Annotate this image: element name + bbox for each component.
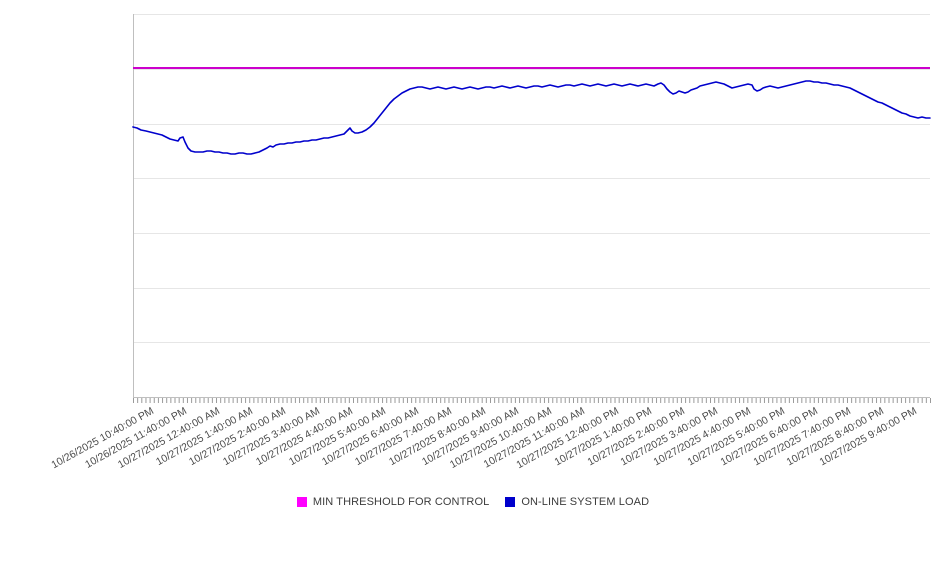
chart-legend: MIN THRESHOLD FOR CONTROL ON-LINE SYSTEM… bbox=[0, 496, 946, 508]
legend-item-system-load[interactable]: ON-LINE SYSTEM LOAD bbox=[505, 496, 649, 508]
y-gridlines bbox=[133, 14, 930, 398]
plot-background bbox=[133, 14, 930, 397]
legend-swatch-min-threshold bbox=[296, 497, 307, 507]
legend-label-min-threshold: MIN THRESHOLD FOR CONTROL bbox=[312, 496, 490, 508]
x-axis-ticks bbox=[133, 398, 931, 403]
legend-item-min-threshold[interactable]: MIN THRESHOLD FOR CONTROL bbox=[296, 496, 490, 508]
legend-swatch-system-load bbox=[505, 497, 516, 507]
legend-label-system-load: ON-LINE SYSTEM LOAD bbox=[521, 496, 650, 508]
chart-plot bbox=[132, 14, 931, 403]
online-system-load-line bbox=[132, 80, 931, 155]
chart-container: 10/26/2025 10:40:00 PM 10/26/2025 11:40:0… bbox=[0, 14, 946, 508]
